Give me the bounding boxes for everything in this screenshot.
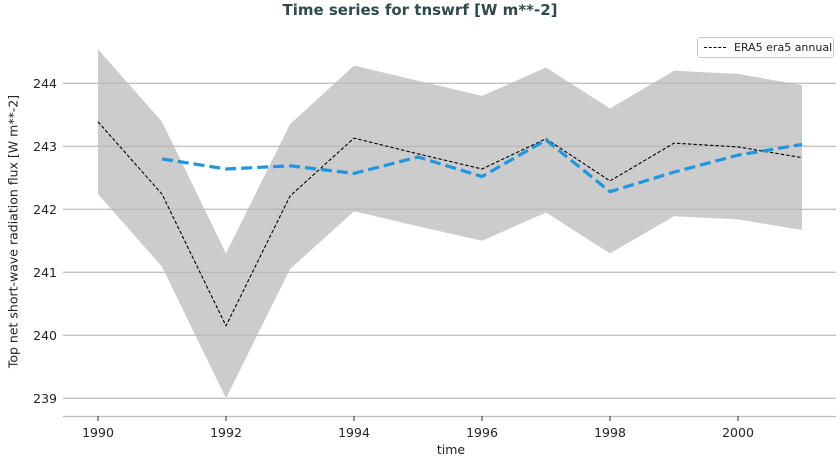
y-axis-label: Top net short-wave radiation flux [W m**… xyxy=(5,94,21,369)
legend-swatch xyxy=(704,47,726,48)
x-tick-label: 2000 xyxy=(722,425,754,440)
y-tick-label: 244 xyxy=(33,76,57,91)
y-tick-label: 239 xyxy=(33,391,57,406)
x-axis-label: time xyxy=(436,442,466,457)
x-tick-label: 1992 xyxy=(210,425,242,440)
chart-title: Time series for tnswrf [W m**-2] xyxy=(282,1,558,19)
legend: ERA5 era5 annual xyxy=(697,37,834,58)
x-tick-label: 1996 xyxy=(466,425,498,440)
y-tick-label: 242 xyxy=(33,202,57,217)
x-tick-label: 1994 xyxy=(338,425,370,440)
y-tick-label: 241 xyxy=(33,265,57,280)
spread-band xyxy=(98,49,802,399)
legend-label: ERA5 era5 annual xyxy=(734,41,833,54)
x-tick-label: 1990 xyxy=(82,425,114,440)
y-tick-label: 240 xyxy=(33,328,57,343)
rolling-mean-line xyxy=(161,138,803,194)
x-tick-label: 1998 xyxy=(594,425,626,440)
era5-annual-line xyxy=(97,121,803,327)
y-tick-label: 243 xyxy=(33,139,57,154)
